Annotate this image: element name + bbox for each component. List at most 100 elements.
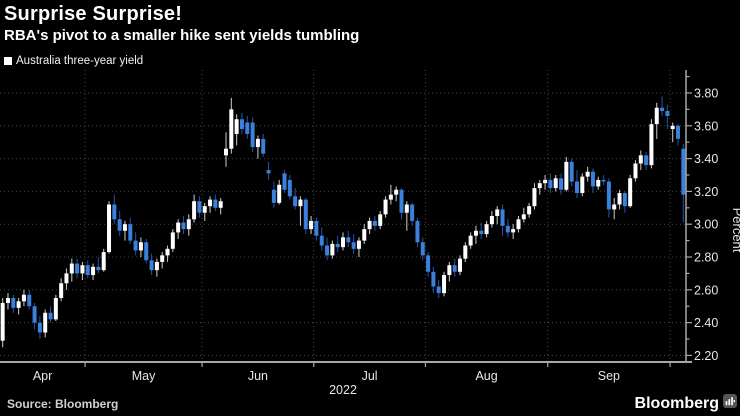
candle (628, 178, 633, 207)
candle (319, 235, 324, 246)
svg-text:3.60: 3.60 (694, 119, 718, 133)
candle (69, 263, 74, 274)
candle (580, 176, 585, 194)
candle (293, 196, 298, 207)
candle (660, 107, 665, 112)
svg-text:3.40: 3.40 (694, 152, 718, 166)
candle (378, 214, 383, 226)
candle (303, 199, 308, 230)
candle (75, 263, 80, 274)
candle (590, 171, 595, 187)
candle (410, 204, 415, 221)
candle (170, 232, 175, 249)
candle (59, 283, 64, 299)
candle (500, 209, 505, 226)
candle (633, 163, 638, 179)
candle (277, 184, 282, 203)
candle (394, 189, 399, 195)
candle (362, 229, 367, 241)
candle (622, 193, 627, 207)
candle (341, 237, 345, 248)
candle (53, 298, 58, 320)
candle (21, 294, 26, 302)
candle (665, 111, 670, 116)
gridlines (0, 70, 686, 362)
candle (250, 122, 255, 148)
candle (32, 306, 37, 323)
candle (372, 220, 377, 226)
candle (186, 219, 191, 230)
candle (85, 265, 90, 276)
candle (107, 204, 112, 253)
svg-text:2.60: 2.60 (694, 283, 718, 297)
candle (367, 220, 372, 230)
candle (426, 255, 431, 272)
bloomberg-logo: Bloomberg (635, 394, 737, 413)
svg-text:Aug: Aug (475, 369, 497, 383)
candle (505, 225, 510, 233)
candle (239, 119, 244, 130)
svg-text:2.80: 2.80 (694, 251, 718, 265)
axes: 2.20 2.40 2.60 2.80 3.00 3.20 3.40 3.60 3.80 (0, 70, 718, 367)
candle (192, 201, 197, 220)
candle (644, 155, 649, 166)
candle (229, 109, 234, 149)
candle (564, 161, 569, 190)
candle (383, 199, 388, 215)
candle (335, 243, 340, 248)
candle (197, 201, 202, 213)
candle (224, 148, 229, 156)
candle (5, 298, 10, 303)
page-title: Surprise Surprise! (4, 3, 183, 25)
candle (144, 242, 149, 261)
candle (287, 179, 292, 197)
svg-text:Jul: Jul (362, 369, 378, 383)
candle (612, 204, 617, 210)
bloomberg-logo-text: Bloomberg (634, 394, 719, 412)
candle (91, 266, 96, 276)
candle (484, 224, 489, 235)
candle (548, 179, 553, 189)
legend-swatch-icon (4, 57, 12, 65)
candle (473, 230, 478, 236)
candle (569, 161, 574, 182)
candle (261, 138, 266, 154)
candle (436, 286, 441, 294)
candle (298, 199, 303, 207)
svg-text:3.00: 3.00 (694, 218, 718, 232)
bloomberg-terminal-icon (723, 394, 737, 413)
candle (117, 219, 122, 231)
candle (420, 242, 425, 256)
svg-text:2.40: 2.40 (694, 316, 718, 330)
candle (112, 204, 117, 220)
chart-legend: Australia three-year yield (4, 55, 143, 67)
candle (325, 245, 330, 256)
candle (181, 222, 186, 230)
svg-text:Sep: Sep (598, 369, 620, 383)
candle (122, 224, 127, 231)
candle (202, 206, 207, 213)
candle (234, 119, 239, 134)
candle (351, 242, 356, 249)
svg-text:2.20: 2.20 (694, 349, 718, 363)
candle (0, 302, 5, 341)
candle (511, 229, 516, 233)
candle (479, 230, 484, 235)
candle (654, 107, 659, 125)
candle (457, 258, 462, 272)
candle (101, 252, 106, 271)
candle (681, 148, 686, 195)
candle (596, 179, 601, 187)
legend-label: Australia three-year yield (16, 55, 144, 67)
candle (330, 243, 335, 256)
candle (495, 209, 500, 216)
svg-text:2022: 2022 (329, 383, 357, 397)
candle (452, 265, 457, 272)
candle (463, 245, 468, 259)
candle (537, 183, 542, 189)
candle (442, 275, 447, 294)
candle (165, 248, 170, 256)
candle (43, 312, 48, 333)
candle (80, 265, 85, 274)
